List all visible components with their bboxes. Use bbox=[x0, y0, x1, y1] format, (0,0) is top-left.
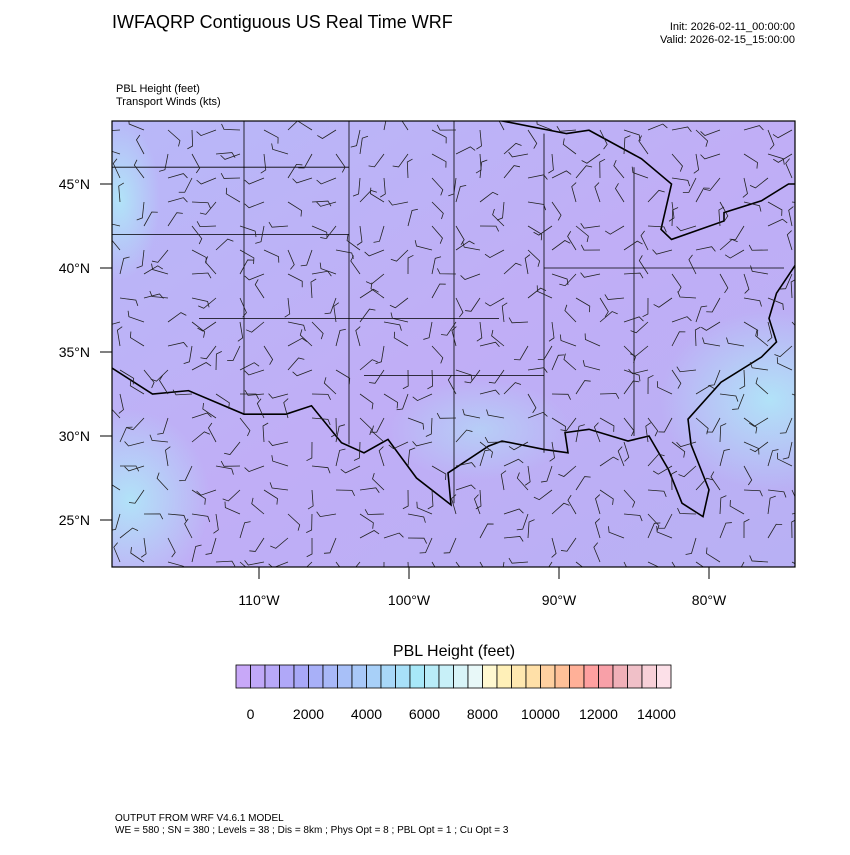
colorbar-box bbox=[338, 665, 353, 688]
colorbar-box bbox=[439, 665, 454, 688]
colorbar-box bbox=[657, 665, 672, 688]
lon-label: 80°W bbox=[692, 592, 727, 608]
colorbar-box bbox=[642, 665, 657, 688]
colorbar-box bbox=[555, 665, 570, 688]
lat-label: 45°N bbox=[59, 176, 90, 192]
colorbar-box bbox=[468, 665, 483, 688]
lat-label: 40°N bbox=[59, 260, 90, 276]
colorbar-box bbox=[367, 665, 382, 688]
title: IWFAQRP Contiguous US Real Time WRF bbox=[112, 12, 453, 32]
colorbar-box bbox=[599, 665, 614, 688]
colorbar-box bbox=[323, 665, 338, 688]
footer-text: OUTPUT FROM WRF V4.6.1 MODEL bbox=[115, 813, 284, 824]
colorbar-box bbox=[584, 665, 599, 688]
colorbar-box bbox=[280, 665, 295, 688]
colorbar-label: 6000 bbox=[409, 706, 440, 722]
colorbar-box bbox=[483, 665, 498, 688]
colorbar-title: PBL Height (feet) bbox=[393, 643, 515, 660]
colorbar-label: 12000 bbox=[579, 706, 618, 722]
colorbar-box bbox=[352, 665, 367, 688]
colorbar-box bbox=[265, 665, 280, 688]
colorbar-box bbox=[541, 665, 556, 688]
colorbar-box bbox=[613, 665, 628, 688]
colorbar-box bbox=[410, 665, 425, 688]
colorbar-label: 4000 bbox=[351, 706, 382, 722]
lon-label: 90°W bbox=[542, 592, 577, 608]
colorbar-box bbox=[294, 665, 309, 688]
colorbar-box bbox=[396, 665, 411, 688]
lat-label: 30°N bbox=[59, 428, 90, 444]
colorbar-box bbox=[381, 665, 396, 688]
field-label: Transport Winds (kts) bbox=[116, 96, 221, 108]
colorbar-box bbox=[236, 665, 251, 688]
colorbar-box bbox=[570, 665, 585, 688]
lat-label: 25°N bbox=[59, 512, 90, 528]
lat-label: 35°N bbox=[59, 344, 90, 360]
colorbar-box bbox=[309, 665, 324, 688]
colorbar-box bbox=[628, 665, 643, 688]
lon-label: 110°W bbox=[238, 592, 280, 608]
valid-time: Valid: 2026-02-15_15:00:00 bbox=[660, 34, 795, 46]
colorbar-box bbox=[497, 665, 512, 688]
colorbar-label: 14000 bbox=[637, 706, 676, 722]
colorbar-box bbox=[425, 665, 440, 688]
colorbar-box bbox=[526, 665, 541, 688]
colorbar-box bbox=[251, 665, 266, 688]
colorbar-label: 2000 bbox=[293, 706, 324, 722]
colorbar-box bbox=[454, 665, 469, 688]
init-time: Init: 2026-02-11_00:00:00 bbox=[670, 21, 795, 33]
colorbar-label: 0 bbox=[247, 706, 255, 722]
lon-label: 100°W bbox=[388, 592, 431, 608]
footer-text: WE = 580 ; SN = 380 ; Levels = 38 ; Dis … bbox=[115, 825, 509, 836]
colorbar-box bbox=[512, 665, 527, 688]
map bbox=[39, 111, 850, 590]
field-label: PBL Height (feet) bbox=[116, 83, 200, 95]
colorbar-label: 8000 bbox=[467, 706, 498, 722]
colorbar-label: 10000 bbox=[521, 706, 560, 722]
